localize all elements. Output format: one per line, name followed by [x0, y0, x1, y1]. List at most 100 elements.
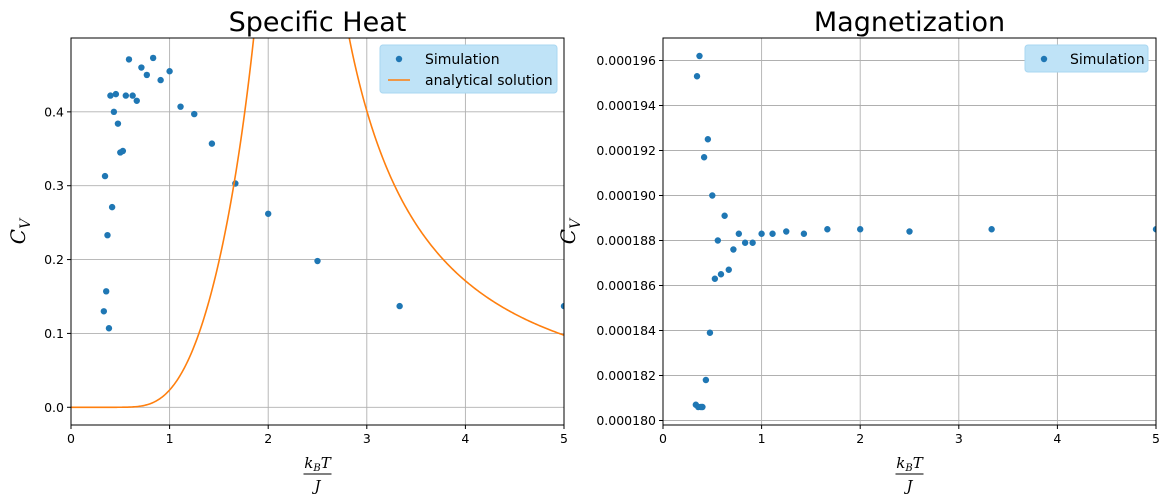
specific-heat-analytical-curve [71, 38, 564, 409]
specific-heat-y-tick-label: 0.4 [44, 104, 64, 119]
specific-heat-x-tick-label: 4 [461, 431, 469, 446]
specific-heat-simulation-point [114, 120, 122, 127]
specific-heat-simulation-point [129, 92, 136, 99]
magnetization-x-tick-label: 1 [758, 431, 766, 446]
specific-heat-simulation-point [112, 90, 120, 98]
specific-heat-x-tick-label: 1 [166, 431, 174, 446]
magnetization-x-tick-label: 3 [955, 431, 963, 446]
specific-heat-x-axis-label: kBT J [303, 454, 332, 495]
magnetization-x-tick-label: 4 [1053, 431, 1061, 446]
specific-heat-simulation-point [100, 308, 108, 315]
magnetization-simulation-point [1152, 226, 1156, 233]
magnetization-y-tick-label: 0.000182 [596, 368, 656, 383]
magnetization-x-tick-label: 0 [659, 431, 667, 446]
specific-heat-y-tick-label: 0.3 [44, 178, 64, 193]
specific-heat-simulation-point [157, 76, 164, 84]
specific-heat-x-tick-label: 5 [560, 431, 568, 446]
specific-heat-simulation-point [119, 147, 127, 155]
magnetization-simulation-point [706, 329, 714, 336]
magnetization-simulation-point [699, 403, 706, 411]
magnetization-simulation-point [824, 226, 831, 233]
magnetization-title: Magnetization [814, 7, 1005, 38]
specific-heat-simulation-point [107, 92, 114, 99]
specific-heat-simulation-point [101, 172, 109, 180]
magnetization-simulation-point [717, 271, 725, 278]
magnetization-axes-frame [662, 37, 1157, 426]
magnetization-simulation-point [714, 237, 722, 244]
magnetization-x-tick-label: 2 [856, 431, 864, 446]
magnetization-simulation-point [721, 212, 728, 219]
magnetization-simulation-point [702, 376, 710, 384]
specific-heat-simulation-point [110, 108, 118, 116]
magnetization-y-tick-label: 0.000188 [596, 233, 656, 248]
specific-heat-x-tick-label: 3 [363, 431, 371, 446]
specific-heat-simulation-point [314, 257, 321, 265]
svg-text:J: J [903, 477, 913, 495]
magnetization-simulation-point [700, 154, 708, 161]
magnetization-y-tick-label: 0.000186 [596, 278, 656, 293]
magnetization-simulation-point [741, 239, 749, 246]
specific-heat-legend-entry: Simulation [425, 52, 500, 68]
specific-heat-simulation-point [103, 288, 110, 295]
specific-heat-simulation-point [104, 231, 111, 239]
specific-heat-simulation-point [166, 68, 173, 75]
specific-heat-simulation-point [143, 71, 151, 79]
specific-heat-simulation-point [108, 203, 116, 211]
specific-heat-simulation-point [265, 210, 272, 217]
magnetization-legend-point-marker [1040, 55, 1048, 63]
magnetization-legend: Simulation [1024, 44, 1149, 73]
magnetization-simulation-point [709, 192, 716, 199]
specific-heat-simulation-point [133, 97, 140, 104]
magnetization-y-axis-label: CV [556, 217, 584, 244]
magnetization-y-tick-label: 0.000180 [596, 413, 656, 428]
specific-heat-simulation-points [100, 54, 564, 332]
magnetization-simulation-point [730, 246, 737, 253]
specific-heat-y-axis-label: CV [6, 217, 34, 244]
specific-heat-y-tick-label: 0.1 [44, 326, 64, 341]
magnetization-y-tick-label: 0.000184 [596, 323, 656, 338]
specific-heat-simulation-point [396, 302, 403, 310]
magnetization-simulation-point [725, 266, 732, 273]
magnetization-y-tick-label: 0.000196 [596, 53, 656, 68]
specific-heat-simulation-point [105, 325, 113, 332]
specific-heat-simulation-point [138, 64, 145, 71]
magnetization-simulation-point [857, 226, 864, 233]
specific-heat-legend-point-marker [395, 55, 403, 63]
magnetization-simulation-point [704, 136, 712, 143]
magnetization-simulation-points [692, 52, 1156, 411]
magnetization-simulation-point [749, 239, 756, 246]
specific-heat-y-tick-label: 0.2 [44, 252, 64, 267]
specific-heat-legend-box [379, 44, 558, 94]
magnetization-simulation-point [711, 275, 719, 282]
svg-text:kBT: kBT [896, 454, 923, 474]
specific-heat-simulation-point [177, 103, 184, 110]
specific-heat-legend-entry: analytical solution [425, 73, 553, 89]
specific-heat-simulation-point [191, 110, 198, 118]
magnetization-simulation-point [693, 73, 701, 80]
specific-heat-simulation-point [208, 140, 216, 147]
specific-heat-simulation-point [122, 92, 130, 99]
magnetization-simulation-point [758, 230, 765, 237]
specific-heat-y-tick-label: 0.0 [44, 400, 64, 415]
magnetization-y-tick-label: 0.000190 [596, 188, 656, 203]
magnetization-simulation-point [696, 52, 703, 60]
specific-heat-simulation-point [149, 54, 157, 62]
magnetization-y-tick-label: 0.000194 [596, 98, 656, 113]
magnetization-legend-box [1024, 44, 1149, 73]
magnetization-simulation-point [906, 228, 913, 235]
magnetization-simulation-point [735, 230, 743, 237]
specific-heat-axes-frame [70, 37, 565, 426]
magnetization-panel: 0 1 2 3 4 5 0.000180 0.000182 0.000184 0.000186 0.… [556, 7, 1160, 495]
magnetization-y-tick-label: 0.000192 [596, 143, 656, 158]
specific-heat-x-tick-label: 2 [264, 431, 272, 446]
specific-heat-x-tick-label: 0 [67, 431, 75, 446]
magnetization-simulation-point [769, 230, 776, 237]
magnetization-simulation-point [783, 228, 790, 235]
magnetization-simulation-point [988, 226, 995, 233]
specific-heat-simulation-point [560, 302, 564, 310]
specific-heat-panel: 0 1 2 3 4 5 0.0 0.1 0.2 0.3 0.4 Specific Heat kBT J CV… [6, 7, 568, 495]
magnetization-legend-entry: Simulation [1070, 52, 1145, 68]
svg-text:J: J [311, 477, 321, 495]
specific-heat-legend: Simulation analytical solution [379, 44, 558, 94]
